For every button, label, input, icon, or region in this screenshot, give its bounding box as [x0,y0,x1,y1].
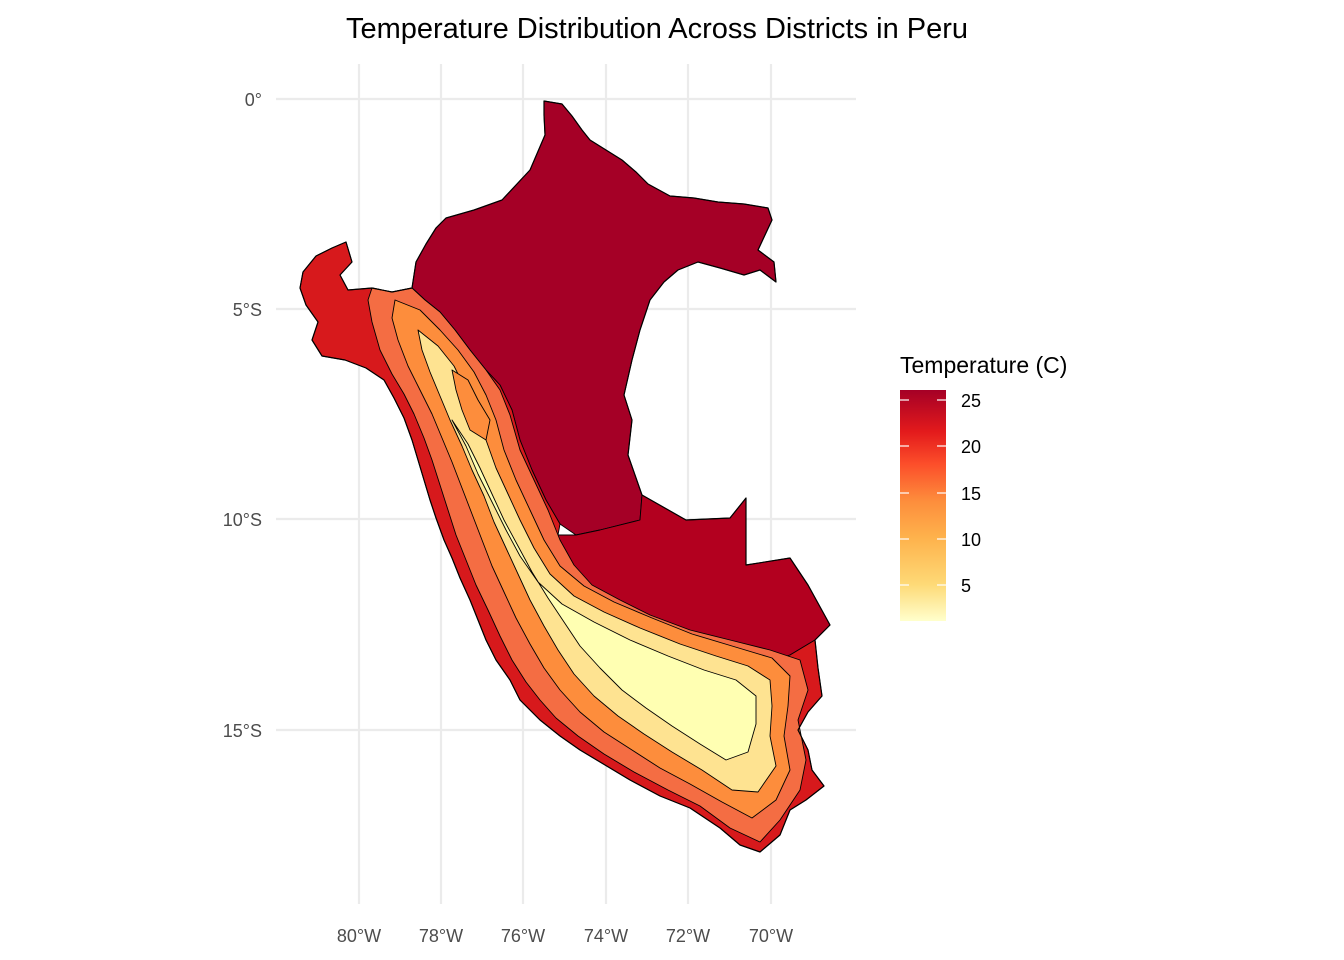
x-tick-label: 76°W [501,926,545,946]
x-tick-label: 70°W [749,926,793,946]
legend: Temperature (C) 25 20 15 10 5 [900,352,1067,621]
x-tick-label: 78°W [419,926,463,946]
x-tick-label: 74°W [584,926,628,946]
y-tick-label: 15°S [223,721,262,741]
x-tick-label: 80°W [337,926,381,946]
y-tick-label: 10°S [223,510,262,530]
legend-title: Temperature (C) [900,352,1067,378]
peru-border [299,100,831,853]
legend-colorbar [900,390,946,621]
region-central-valley [451,369,491,441]
legend-label: 10 [961,530,981,550]
legend-ticks [900,399,946,586]
legend-label: 25 [961,391,981,411]
region-cold-highlands [451,419,757,761]
legend-label: 20 [961,437,981,457]
y-tick-label: 5°S [233,300,262,320]
x-tick-label: 72°W [666,926,710,946]
y-tick-label: 0° [245,90,262,110]
legend-label: 5 [961,576,971,596]
legend-label: 15 [961,484,981,504]
peru-map [299,100,831,853]
y-axis: 0° 5°S 10°S 15°S [223,90,262,741]
chart-title: Temperature Distribution Across District… [346,13,968,45]
x-axis: 80°W 78°W 76°W 74°W 72°W 70°W [337,926,793,946]
